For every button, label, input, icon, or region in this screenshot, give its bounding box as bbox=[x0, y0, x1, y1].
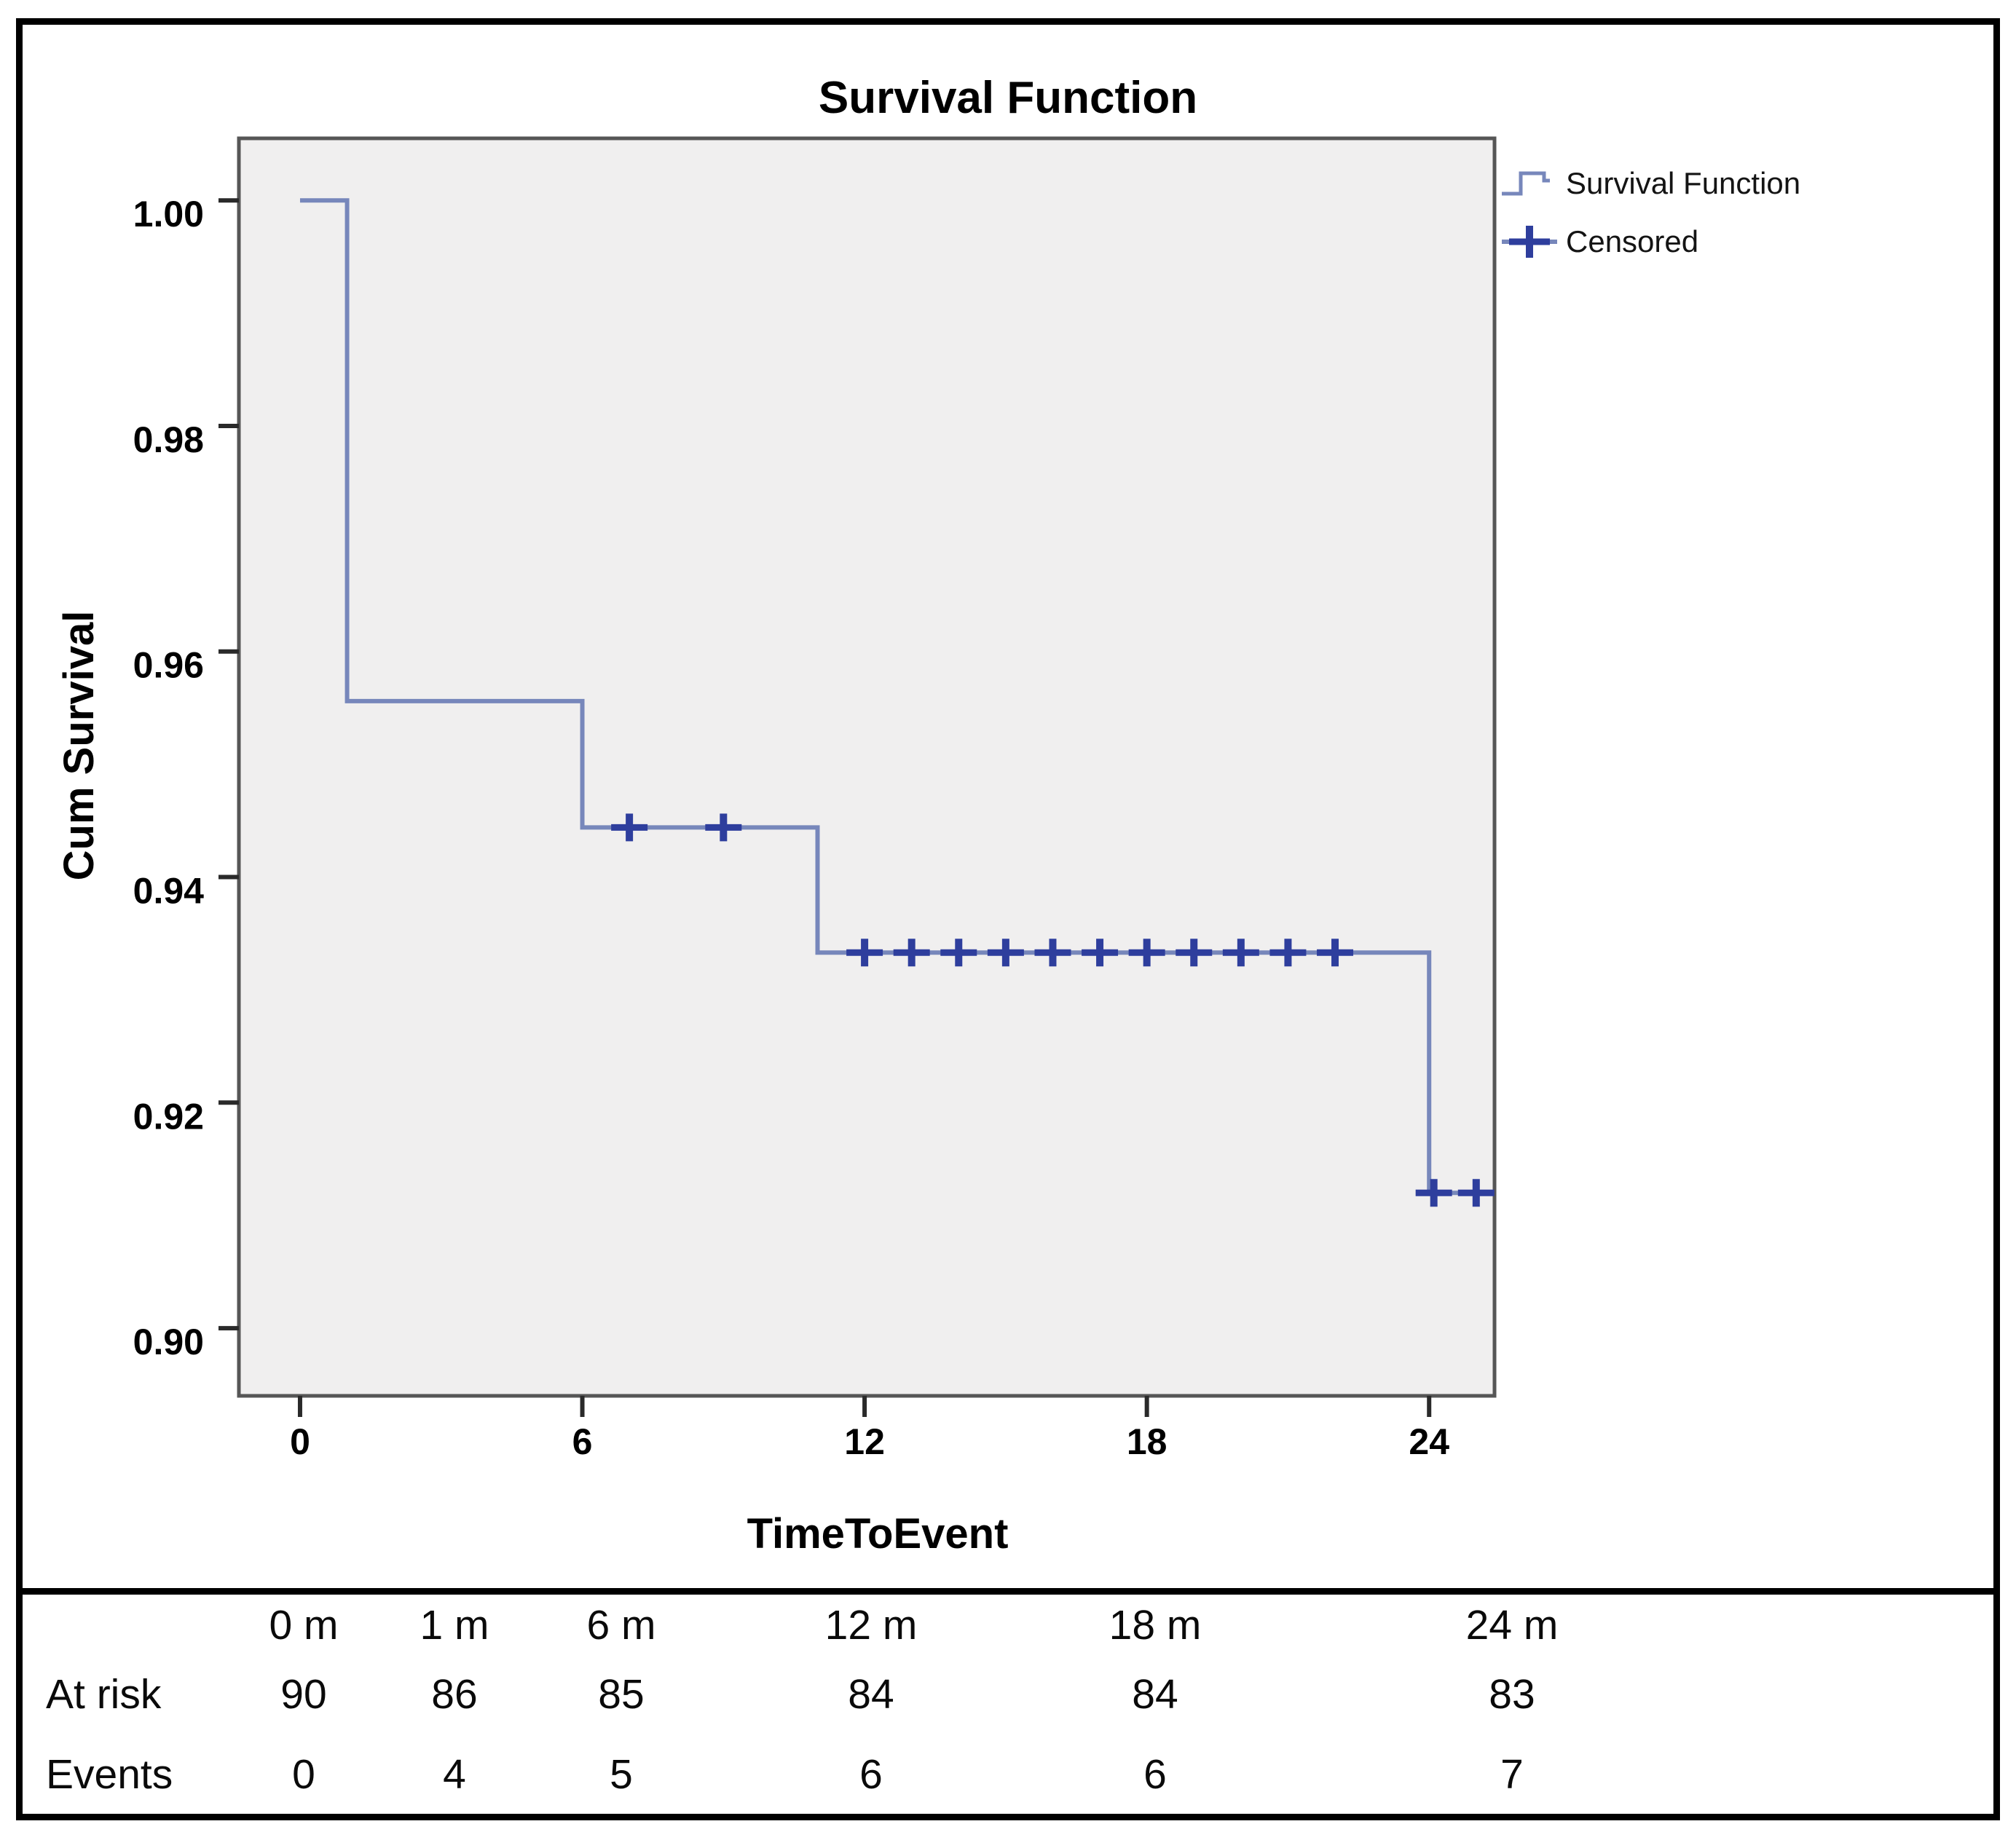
censored-mark bbox=[1176, 939, 1213, 967]
y-tick-label: 0.90 bbox=[133, 1322, 204, 1362]
censored-mark bbox=[846, 939, 883, 967]
y-tick-label: 0.96 bbox=[133, 645, 204, 686]
plus-icon bbox=[1502, 226, 1557, 258]
censored-mark bbox=[1128, 939, 1165, 967]
chart-table-divider bbox=[16, 1588, 2000, 1595]
censored-mark bbox=[611, 813, 648, 842]
censored-mark bbox=[1457, 1179, 1495, 1207]
survival-step-line bbox=[299, 198, 1491, 1196]
x-tick-label: 0 bbox=[290, 1421, 310, 1462]
y-tick-label: 1.00 bbox=[133, 194, 204, 234]
x-tick-label: 12 bbox=[844, 1421, 885, 1462]
y-tick-label: 0.98 bbox=[133, 419, 204, 460]
plot-area bbox=[237, 136, 1497, 1398]
censored-mark bbox=[987, 939, 1024, 967]
x-tick-label: 6 bbox=[572, 1421, 593, 1462]
step-line-icon bbox=[1502, 171, 1550, 196]
survival-chart: Survival Function Cum Survival TimeToEve… bbox=[55, 73, 1800, 1557]
censored-mark bbox=[1269, 939, 1307, 967]
censored-mark bbox=[1034, 939, 1071, 967]
censored-mark bbox=[940, 939, 977, 967]
x-axis-ticks: 0 6 12 18 24 bbox=[290, 1396, 1449, 1462]
x-tick-label: 18 bbox=[1127, 1421, 1168, 1462]
censored-mark bbox=[705, 813, 742, 842]
legend-item-censored: Censored bbox=[1566, 224, 1698, 258]
censored-mark bbox=[1222, 939, 1259, 967]
censored-mark bbox=[893, 939, 930, 967]
chart-title: Survival Function bbox=[819, 73, 1197, 123]
y-tick-label: 0.94 bbox=[133, 871, 205, 912]
x-tick-label: 24 bbox=[1409, 1421, 1449, 1462]
x-axis-label: TimeToEvent bbox=[747, 1510, 1009, 1557]
legend-item-survival-function: Survival Function bbox=[1566, 166, 1800, 200]
censored-mark bbox=[1415, 1179, 1452, 1207]
censored-mark bbox=[1082, 939, 1119, 967]
y-axis-label: Cum Survival bbox=[55, 611, 103, 881]
censored-marks bbox=[611, 813, 1495, 1207]
y-tick-label: 0.92 bbox=[133, 1096, 204, 1137]
y-axis-ticks: 1.00 0.98 0.96 0.94 0.92 0.90 bbox=[133, 194, 239, 1362]
censored-mark bbox=[1317, 939, 1354, 967]
legend: Survival Function Censored bbox=[1502, 166, 1800, 258]
